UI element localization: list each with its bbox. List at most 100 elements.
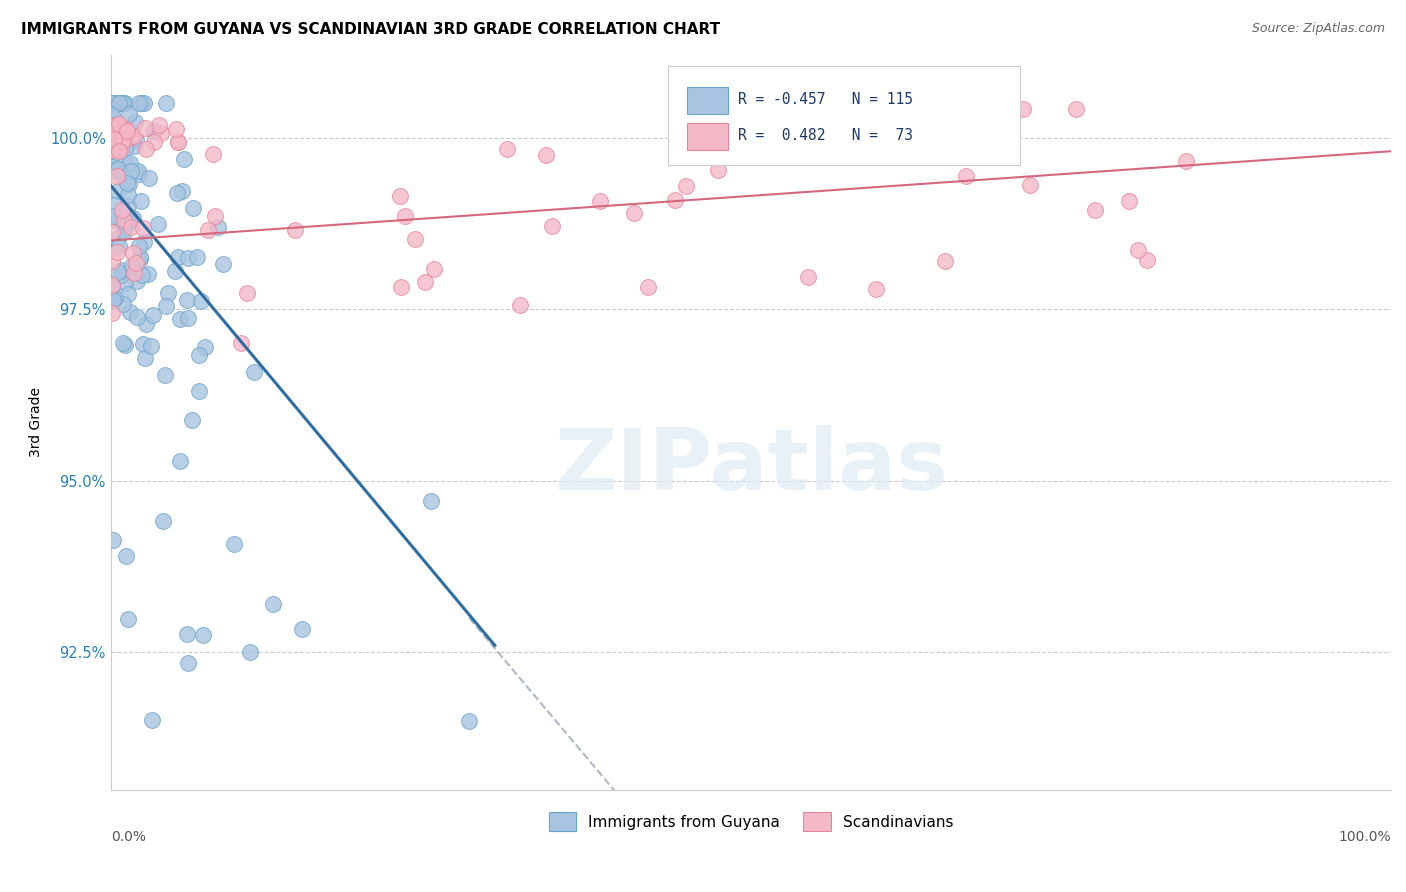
Text: R =  0.482   N =  73: R = 0.482 N = 73 xyxy=(738,128,912,143)
Point xyxy=(107,161,129,176)
Point xyxy=(129,252,152,267)
Point xyxy=(110,132,132,146)
Point xyxy=(128,167,150,181)
Point xyxy=(105,232,128,246)
Point xyxy=(536,148,558,162)
Point xyxy=(117,177,139,191)
Point xyxy=(120,129,142,144)
Point xyxy=(107,144,129,158)
Point xyxy=(111,122,134,136)
Point xyxy=(165,122,187,136)
Point xyxy=(138,171,160,186)
Point xyxy=(101,125,124,139)
Point xyxy=(883,110,905,124)
Point xyxy=(135,318,157,332)
Point xyxy=(101,306,124,320)
Text: R = -0.457   N = 115: R = -0.457 N = 115 xyxy=(738,92,912,107)
Point xyxy=(101,96,124,111)
Point xyxy=(262,597,284,611)
Point xyxy=(152,515,174,529)
Point xyxy=(172,184,194,198)
Point xyxy=(143,124,166,138)
Point xyxy=(131,268,153,282)
Point xyxy=(707,162,730,177)
Point xyxy=(115,158,138,172)
Point xyxy=(155,368,177,383)
Point xyxy=(132,96,155,111)
Point xyxy=(194,340,217,354)
Point xyxy=(496,142,519,156)
Point xyxy=(107,118,129,132)
Point xyxy=(139,339,162,353)
Text: Source: ZipAtlas.com: Source: ZipAtlas.com xyxy=(1251,22,1385,36)
Point xyxy=(134,235,156,250)
Point xyxy=(131,337,153,351)
Point xyxy=(103,131,125,145)
Point xyxy=(165,264,187,278)
Point xyxy=(120,211,142,225)
Point xyxy=(239,645,262,659)
Point xyxy=(1128,243,1150,257)
Point xyxy=(131,96,153,111)
Point xyxy=(865,282,887,296)
Point xyxy=(419,494,441,508)
Point xyxy=(934,254,956,268)
Point xyxy=(122,266,145,280)
Point xyxy=(120,220,142,235)
Text: 100.0%: 100.0% xyxy=(1339,830,1391,844)
Point xyxy=(404,232,426,246)
Point xyxy=(122,128,145,143)
Point xyxy=(155,300,177,314)
Text: ZIPatlas: ZIPatlas xyxy=(554,425,948,508)
Point xyxy=(114,338,136,352)
Point xyxy=(224,537,246,551)
Point xyxy=(117,612,139,626)
Point xyxy=(149,126,172,140)
Point xyxy=(117,124,139,138)
Point xyxy=(129,250,152,264)
Point xyxy=(112,96,135,111)
Point xyxy=(191,628,214,642)
Point xyxy=(111,202,134,217)
Point xyxy=(1084,203,1107,218)
Point xyxy=(141,714,163,728)
Point xyxy=(117,286,139,301)
Point xyxy=(101,123,124,137)
Point xyxy=(211,257,233,271)
Point xyxy=(101,293,124,307)
Point xyxy=(114,141,136,155)
Point xyxy=(207,219,229,234)
Point xyxy=(148,119,170,133)
Point xyxy=(101,225,124,239)
Point xyxy=(101,125,124,139)
Point xyxy=(118,106,141,120)
Point xyxy=(134,121,156,136)
Point xyxy=(458,714,481,728)
Point xyxy=(166,251,188,265)
Point xyxy=(101,253,124,268)
Point xyxy=(122,211,145,225)
Point xyxy=(664,193,686,207)
Point xyxy=(166,186,188,200)
Point xyxy=(389,280,412,294)
Point xyxy=(389,189,412,203)
Point xyxy=(125,256,148,270)
Point xyxy=(105,169,128,183)
Point xyxy=(101,277,124,292)
Point xyxy=(107,184,129,198)
Point xyxy=(167,135,190,149)
Point xyxy=(114,96,136,111)
Point xyxy=(637,280,659,294)
Point xyxy=(541,219,564,233)
Point xyxy=(121,133,143,147)
Point xyxy=(797,269,820,284)
Point xyxy=(142,308,165,322)
Point xyxy=(112,134,135,148)
Point xyxy=(105,244,128,259)
Point xyxy=(128,238,150,252)
Point xyxy=(103,197,125,211)
Point xyxy=(394,209,416,223)
Point xyxy=(103,162,125,177)
Point xyxy=(101,144,124,158)
Point xyxy=(132,221,155,235)
